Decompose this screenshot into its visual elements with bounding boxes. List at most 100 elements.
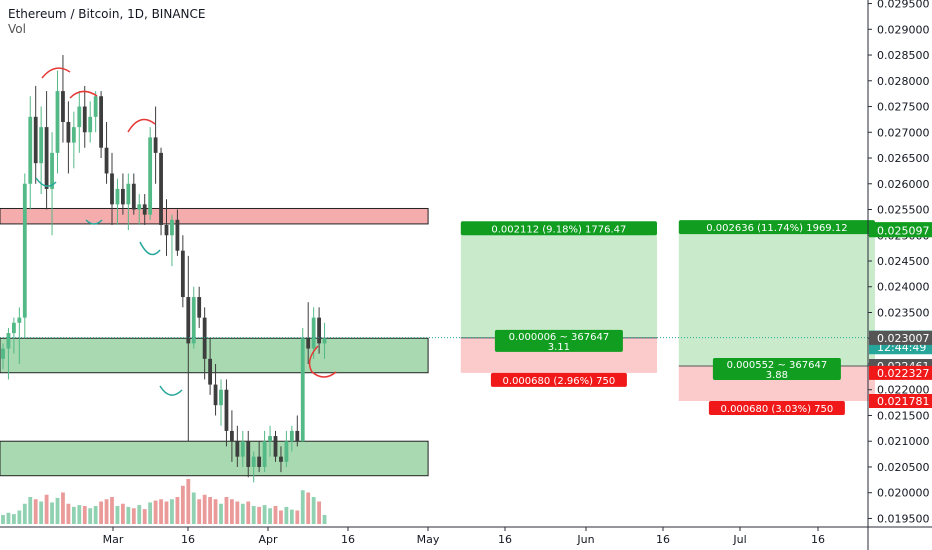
profit-zone: [460, 230, 657, 338]
volume-bar: [311, 497, 316, 524]
volume-bar: [148, 502, 153, 524]
volume-bar: [306, 492, 311, 524]
price-tick-label: 0.029000: [877, 23, 930, 36]
time-tick-label: Jun: [576, 533, 594, 546]
candle-body: [88, 116, 93, 133]
price-tick-label: 0.024000: [877, 281, 930, 294]
arc-left-shoulder: [41, 67, 71, 79]
arc-low-2: [85, 219, 103, 225]
candle-body: [115, 188, 120, 205]
volume-bar: [50, 502, 54, 524]
candle-body: [311, 317, 316, 349]
entry-label-qty: 0.000552 ~ 367647: [727, 360, 828, 371]
volume-bar: [153, 500, 158, 524]
time-tick-label: 16: [181, 533, 195, 546]
volume-bar: [159, 499, 163, 524]
volume-bar: [289, 509, 294, 524]
volume-bar: [137, 505, 142, 524]
positions-layer: [460, 229, 875, 402]
entry-label-ratio: 3.88: [766, 370, 788, 381]
resistance-zone: [0, 207, 429, 225]
candle-body: [219, 389, 223, 406]
candle-body: [235, 441, 240, 457]
candle-body: [322, 338, 327, 344]
entry-label-box: [494, 329, 623, 352]
price-tick-label: 0.029500: [877, 0, 930, 11]
candle-body: [213, 384, 218, 406]
candle-body: [197, 297, 202, 318]
candle-body: [148, 137, 153, 215]
volume-bar: [246, 501, 251, 524]
candle-body: [180, 250, 185, 298]
volume-bar: [213, 499, 218, 524]
candle-body: [262, 441, 267, 467]
stop-label-box: [490, 372, 627, 387]
candle-body: [284, 441, 289, 462]
volume-bar: [175, 497, 180, 524]
candle-body: [153, 137, 158, 153]
candle-body: [246, 441, 251, 467]
candle-body: [6, 333, 11, 349]
candle-body: [289, 430, 294, 442]
volume-bar: [126, 506, 131, 524]
price-tick-label: 0.021000: [877, 435, 930, 448]
annotation-arcs: [35, 67, 337, 396]
target-label-box: [678, 220, 875, 235]
stop-label: 0.000680 (3.03%) 750: [721, 404, 834, 415]
candle-body: [71, 127, 76, 143]
candle-body: [33, 116, 38, 164]
candle-body: [208, 358, 212, 385]
volume-bar: [208, 497, 212, 524]
volume-bar: [142, 509, 147, 524]
volume-bar: [219, 503, 223, 524]
candle-body: [44, 127, 49, 189]
target-label-box: [460, 221, 657, 236]
candle-body: [99, 96, 103, 148]
volume-bar: [268, 508, 272, 524]
volume-bar: [235, 501, 240, 524]
candle-body: [202, 317, 207, 359]
price-tick-label: 0.020500: [877, 461, 930, 474]
support-zone: [0, 440, 429, 477]
volume-bar: [170, 499, 174, 524]
volume-bar: [66, 503, 71, 524]
candle-body: [61, 91, 65, 122]
volume-bar: [164, 501, 169, 524]
volume-bar: [121, 503, 125, 524]
volume-bar: [230, 499, 234, 524]
support-zone: [0, 337, 429, 374]
candle-body: [55, 91, 60, 153]
candle-body: [240, 441, 245, 457]
stop-label-box: [708, 401, 845, 416]
volume-bar: [22, 503, 27, 524]
arc-retest: [308, 345, 337, 378]
arc-right-shoulder: [127, 118, 156, 133]
volume-bar: [240, 503, 245, 524]
entry-label-qty: 0.000006 ~ 367647: [509, 332, 610, 343]
time-tick-label: Mar: [103, 533, 124, 546]
price-label-box: [869, 223, 932, 238]
candle-body: [300, 338, 305, 442]
volume-bar: [12, 514, 16, 524]
price-tick-label: 0.020000: [877, 487, 930, 500]
price-label: 0.023007: [877, 332, 930, 345]
volume-bar: [284, 506, 289, 524]
candle-body: [22, 183, 27, 318]
price-tick-label: 0.025500: [877, 204, 930, 217]
candle-body: [110, 173, 114, 205]
price-tick-label: 0.027500: [877, 101, 930, 114]
arc-low-3: [139, 241, 161, 256]
candle-body: [82, 106, 87, 133]
volume-bar: [77, 505, 82, 524]
arc-head: [69, 90, 98, 99]
profit-zone: [678, 229, 875, 366]
volume-bar: [251, 506, 256, 524]
time-tick-label: 16: [811, 533, 825, 546]
time-tick-label: Apr: [258, 533, 278, 546]
volume-bar: [110, 497, 114, 524]
candle-body: [93, 96, 98, 117]
volume-bar: [322, 515, 327, 524]
volume-bar: [279, 510, 283, 524]
volume-bar: [257, 506, 262, 524]
